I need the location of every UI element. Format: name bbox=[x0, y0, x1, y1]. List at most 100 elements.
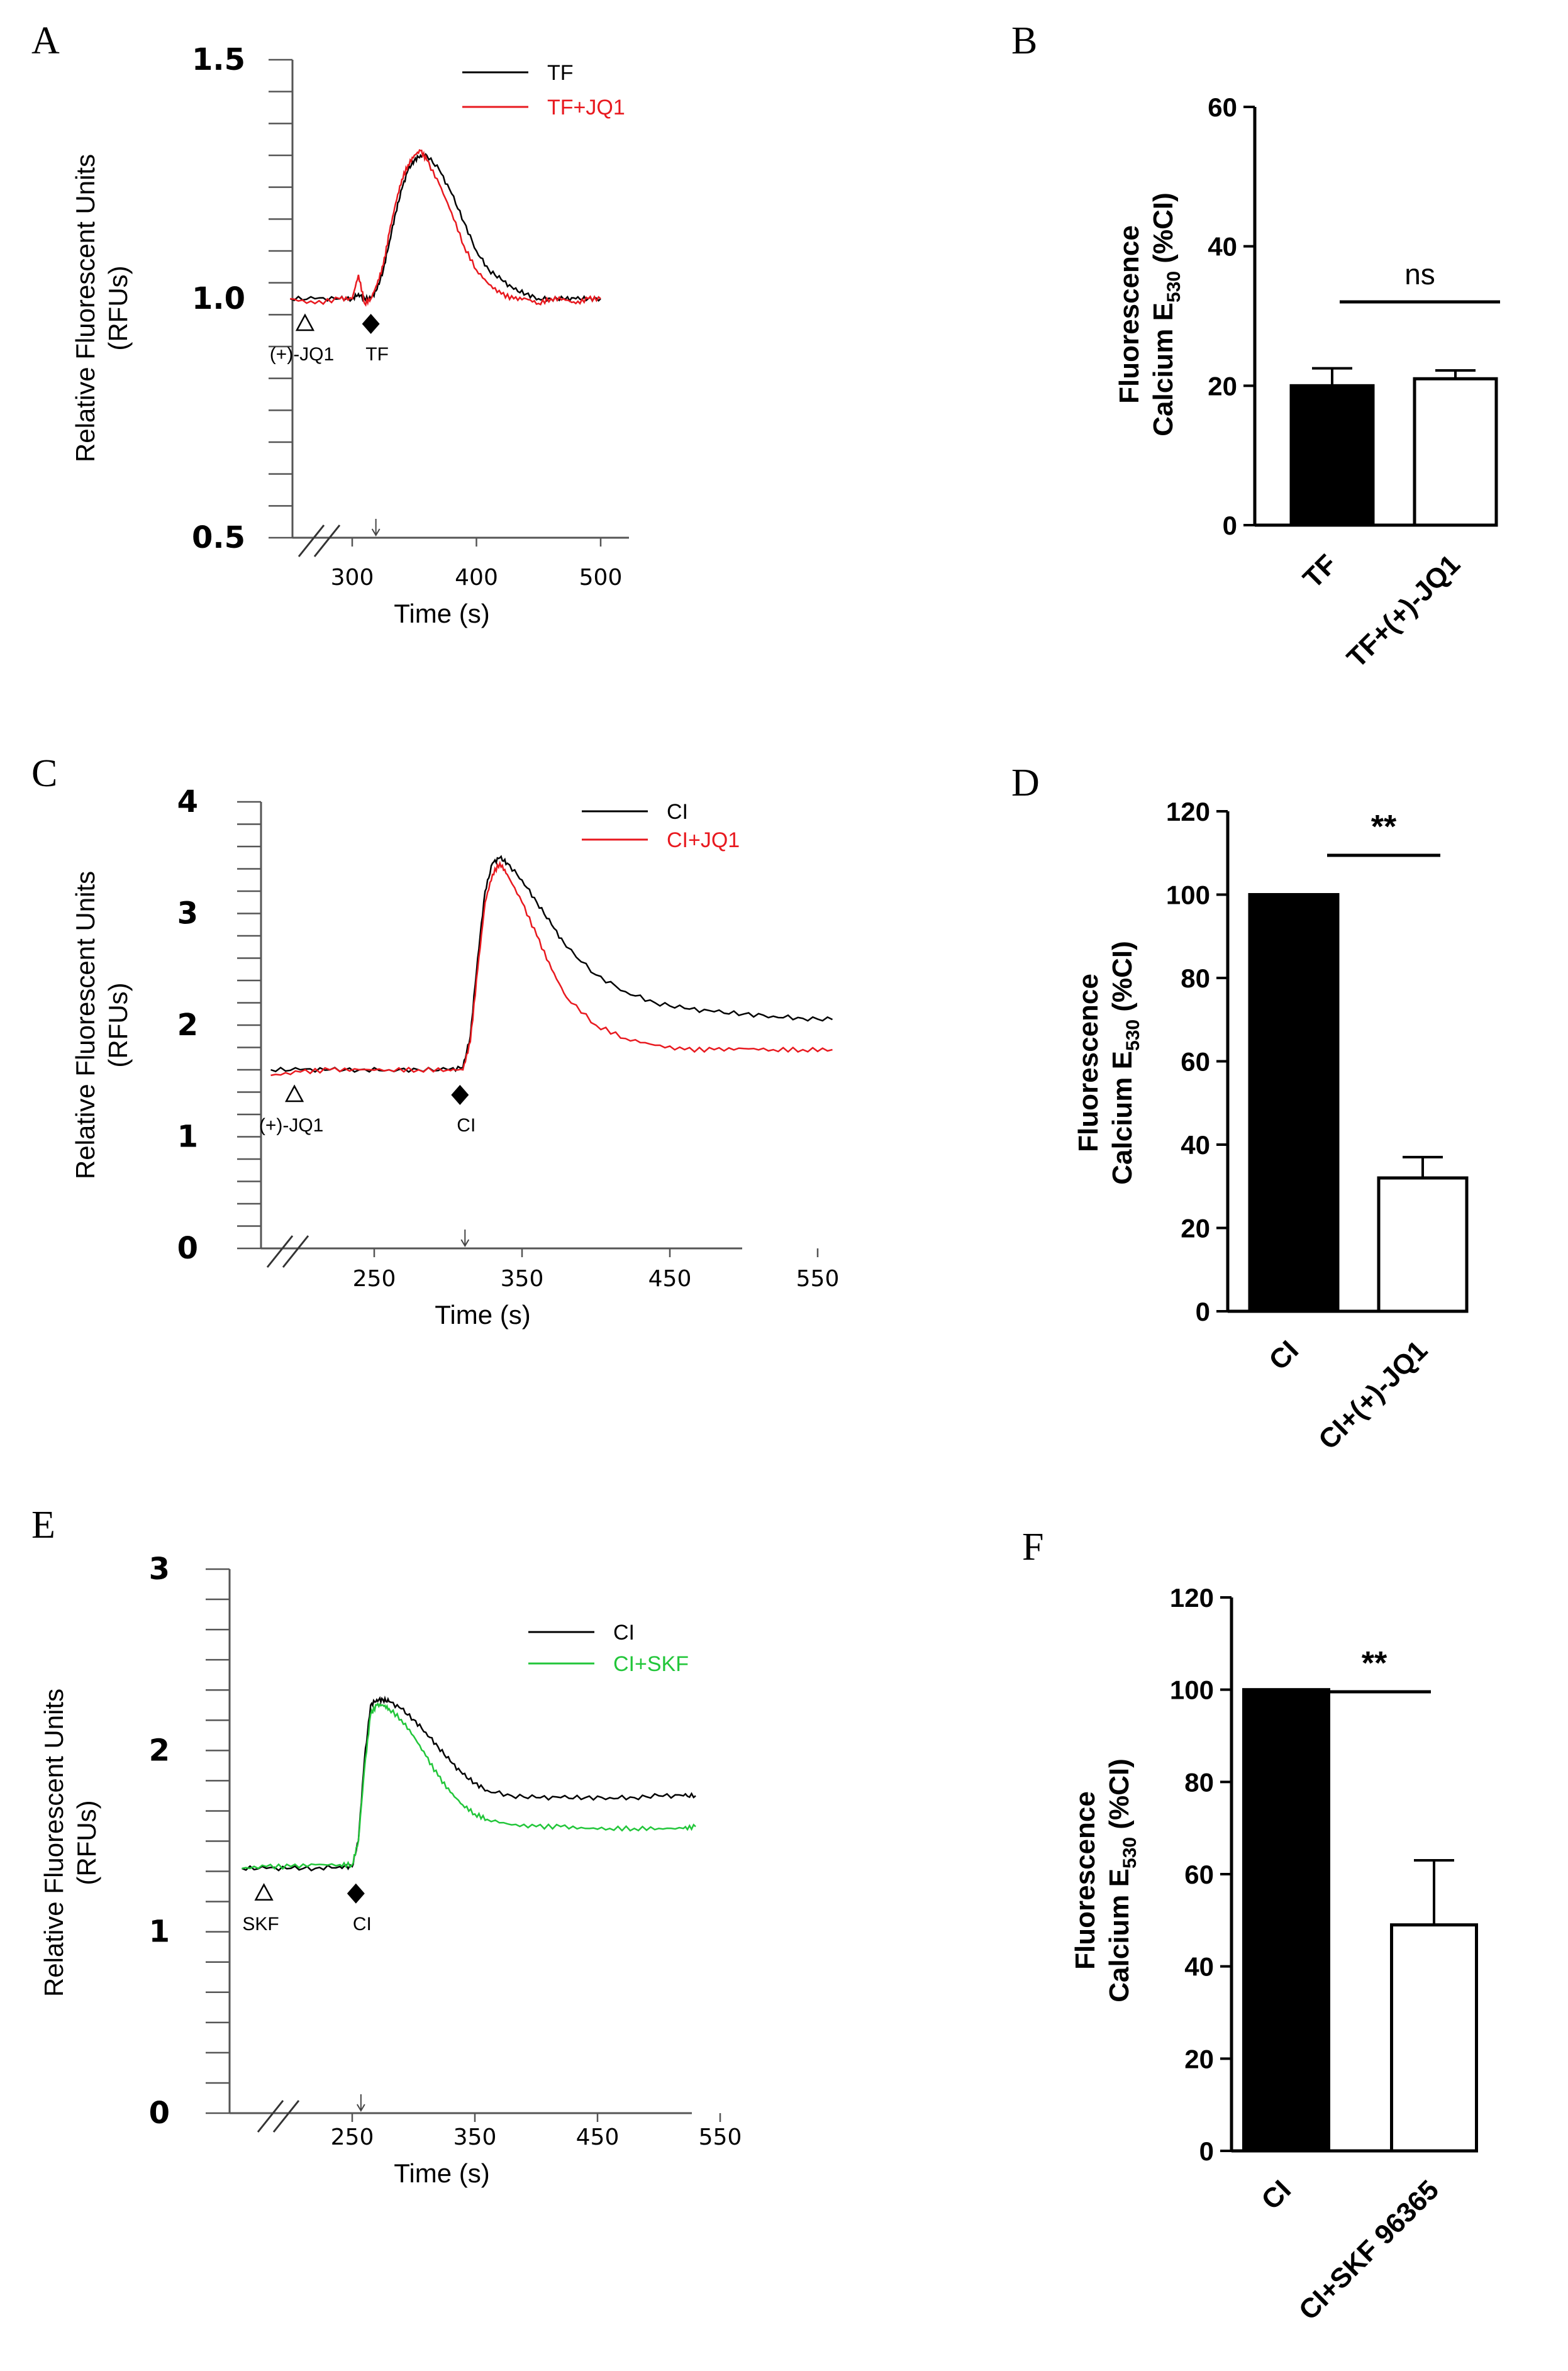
x-tick-label: 500 bbox=[579, 565, 623, 591]
significance-label: ** bbox=[1371, 809, 1397, 845]
category-label: TF bbox=[1297, 548, 1343, 594]
y-tick-label: 40 bbox=[1208, 232, 1237, 262]
y-tick-label: 80 bbox=[1184, 1767, 1214, 1797]
axis-break bbox=[257, 2100, 284, 2133]
open-triangle-marker bbox=[295, 313, 315, 331]
bar-ci bbox=[1242, 1688, 1330, 2153]
y-axis-label-line: Relative Fluorescent Units bbox=[70, 871, 100, 1179]
y-tick-label: 40 bbox=[1184, 1952, 1214, 1982]
y-axis-label-subscript: 530 bbox=[1123, 1019, 1143, 1051]
series-line-tf-jq1 bbox=[290, 149, 601, 307]
filled-diamond-marker bbox=[347, 1883, 365, 1904]
series-line-ci bbox=[242, 1695, 696, 1872]
axis-break bbox=[313, 525, 341, 557]
y-tick-label: 3 bbox=[177, 896, 198, 931]
y-tick-label: 0 bbox=[1196, 1297, 1210, 1326]
series-line-ci bbox=[270, 855, 833, 1074]
legend-label: CI bbox=[613, 1621, 635, 1645]
y-tick-label: 2 bbox=[149, 1733, 170, 1768]
x-tick-label: 550 bbox=[796, 1266, 840, 1292]
bar-chart-d: 0 20 40 60 80 100 120 CI CI+(+)-JQ1 ** Fluorescenc… bbox=[1073, 797, 1469, 1455]
category-label: TF+(+)-JQ1 bbox=[1341, 548, 1466, 674]
series-line-ci-jq1 bbox=[270, 860, 833, 1077]
y-axis-label-line: Fluorescence bbox=[1070, 1791, 1101, 1970]
significance-label: ns bbox=[1404, 258, 1435, 291]
category-label: CI+(+)-JQ1 bbox=[1313, 1335, 1433, 1455]
y-axis-label-line: Relative Fluorescent Units bbox=[70, 154, 100, 462]
x-tick-label: 300 bbox=[331, 565, 374, 591]
stimulus-arrow-head bbox=[460, 1239, 470, 1247]
y-tick-label: 0 bbox=[1199, 2136, 1214, 2166]
axis-break bbox=[272, 2100, 300, 2133]
panel-letter-d: D bbox=[1011, 762, 1040, 804]
y-axis-label-line: Fluorescence bbox=[1114, 225, 1145, 404]
x-axis-label: Time (s) bbox=[435, 1300, 530, 1330]
y-tick-label: 120 bbox=[1166, 797, 1210, 826]
x-tick-label: 350 bbox=[453, 2124, 497, 2150]
y-axis-label-line: (RFUs) bbox=[103, 265, 133, 350]
stimulus-arrow-head bbox=[371, 528, 381, 536]
y-axis-label: Relative Fluorescent Units (RFUs) bbox=[70, 154, 133, 462]
y-tick-label: 1 bbox=[177, 1119, 198, 1155]
series-line-tf bbox=[289, 151, 601, 303]
y-tick-label: 1.5 bbox=[192, 42, 245, 77]
x-tick-label: 250 bbox=[353, 1266, 396, 1292]
legend-label: TF bbox=[547, 61, 574, 85]
y-tick-label: 0 bbox=[177, 1231, 198, 1266]
panel-letter-b: B bbox=[1011, 19, 1037, 62]
trace-chart-c: 4 3 2 1 0 250 350 450 550 Time (s) Relative Fluore… bbox=[70, 784, 839, 1330]
y-axis-label: Fluorescence Calcium E530 (%CI) bbox=[1070, 1758, 1140, 2002]
y-tick-label: 120 bbox=[1170, 1583, 1214, 1613]
series-line-ci-skf bbox=[242, 1702, 696, 1870]
y-tick-label: 20 bbox=[1208, 371, 1237, 401]
y-tick-label: 20 bbox=[1181, 1214, 1210, 1243]
y-tick-label: 40 bbox=[1181, 1130, 1210, 1160]
legend-label: CI+JQ1 bbox=[667, 828, 740, 852]
bar-ci-skf-96365 bbox=[1390, 1923, 1478, 2153]
marker-label: (+)-JQ1 bbox=[259, 1115, 324, 1136]
legend-label: CI+SKF bbox=[613, 1652, 689, 1676]
y-axis-label: Fluorescence Calcium E530 (%CI) bbox=[1114, 192, 1184, 436]
y-axis-label: Fluorescence Calcium E530 (%CI) bbox=[1073, 941, 1143, 1184]
y-tick-label: 0 bbox=[149, 2096, 170, 2131]
stimulus-arrow-head bbox=[356, 2104, 365, 2112]
x-tick-label: 350 bbox=[501, 1266, 544, 1292]
y-tick-label: 1 bbox=[149, 1914, 170, 1950]
bar-tf-jq1 bbox=[1413, 377, 1498, 527]
y-tick-label: 3 bbox=[149, 1552, 170, 1587]
y-tick-label: 80 bbox=[1181, 963, 1210, 993]
y-axis-label-subscript: 530 bbox=[1164, 271, 1184, 303]
x-axis-label: Time (s) bbox=[394, 2158, 489, 2188]
category-label: CI bbox=[1255, 2174, 1297, 2216]
x-tick-label: 250 bbox=[331, 2124, 374, 2150]
filled-diamond-marker bbox=[451, 1085, 469, 1105]
y-tick-label: 60 bbox=[1184, 1860, 1214, 1889]
legend-label: TF+JQ1 bbox=[547, 96, 625, 119]
trace-chart-e: 3 2 1 0 250 350 450 550 Time (s) Relative Fluores… bbox=[39, 1552, 742, 2188]
category-label: CI+SKF 96365 bbox=[1293, 2174, 1445, 2326]
marker-label: CI bbox=[457, 1115, 475, 1136]
x-tick-label: 400 bbox=[455, 565, 498, 591]
y-tick-label: 100 bbox=[1170, 1675, 1214, 1705]
x-axis-label: Time (s) bbox=[394, 599, 489, 628]
y-axis-label-line: Calcium E bbox=[1107, 1051, 1138, 1185]
x-tick-label: 450 bbox=[576, 2124, 620, 2150]
y-tick-label: 20 bbox=[1184, 2044, 1214, 2074]
category-label: CI bbox=[1263, 1335, 1304, 1376]
y-axis-label-line: Calcium E bbox=[1104, 1868, 1135, 2002]
legend-label: CI bbox=[667, 800, 688, 824]
y-tick-label: 60 bbox=[1181, 1047, 1210, 1077]
bar-ci bbox=[1248, 893, 1340, 1313]
marker-label: CI bbox=[353, 1914, 372, 1935]
marker-label: SKF bbox=[242, 1914, 279, 1935]
open-triangle-marker bbox=[254, 1883, 274, 1901]
y-axis-label-line: (RFUs) bbox=[103, 982, 133, 1067]
panel-letter-a: A bbox=[31, 19, 60, 62]
y-axis-label-unit: (%CI) bbox=[1107, 941, 1138, 1019]
axis-break bbox=[297, 525, 325, 557]
open-triangle-marker bbox=[285, 1084, 304, 1102]
y-tick-label: 100 bbox=[1166, 880, 1210, 910]
marker-label: TF bbox=[365, 344, 389, 365]
